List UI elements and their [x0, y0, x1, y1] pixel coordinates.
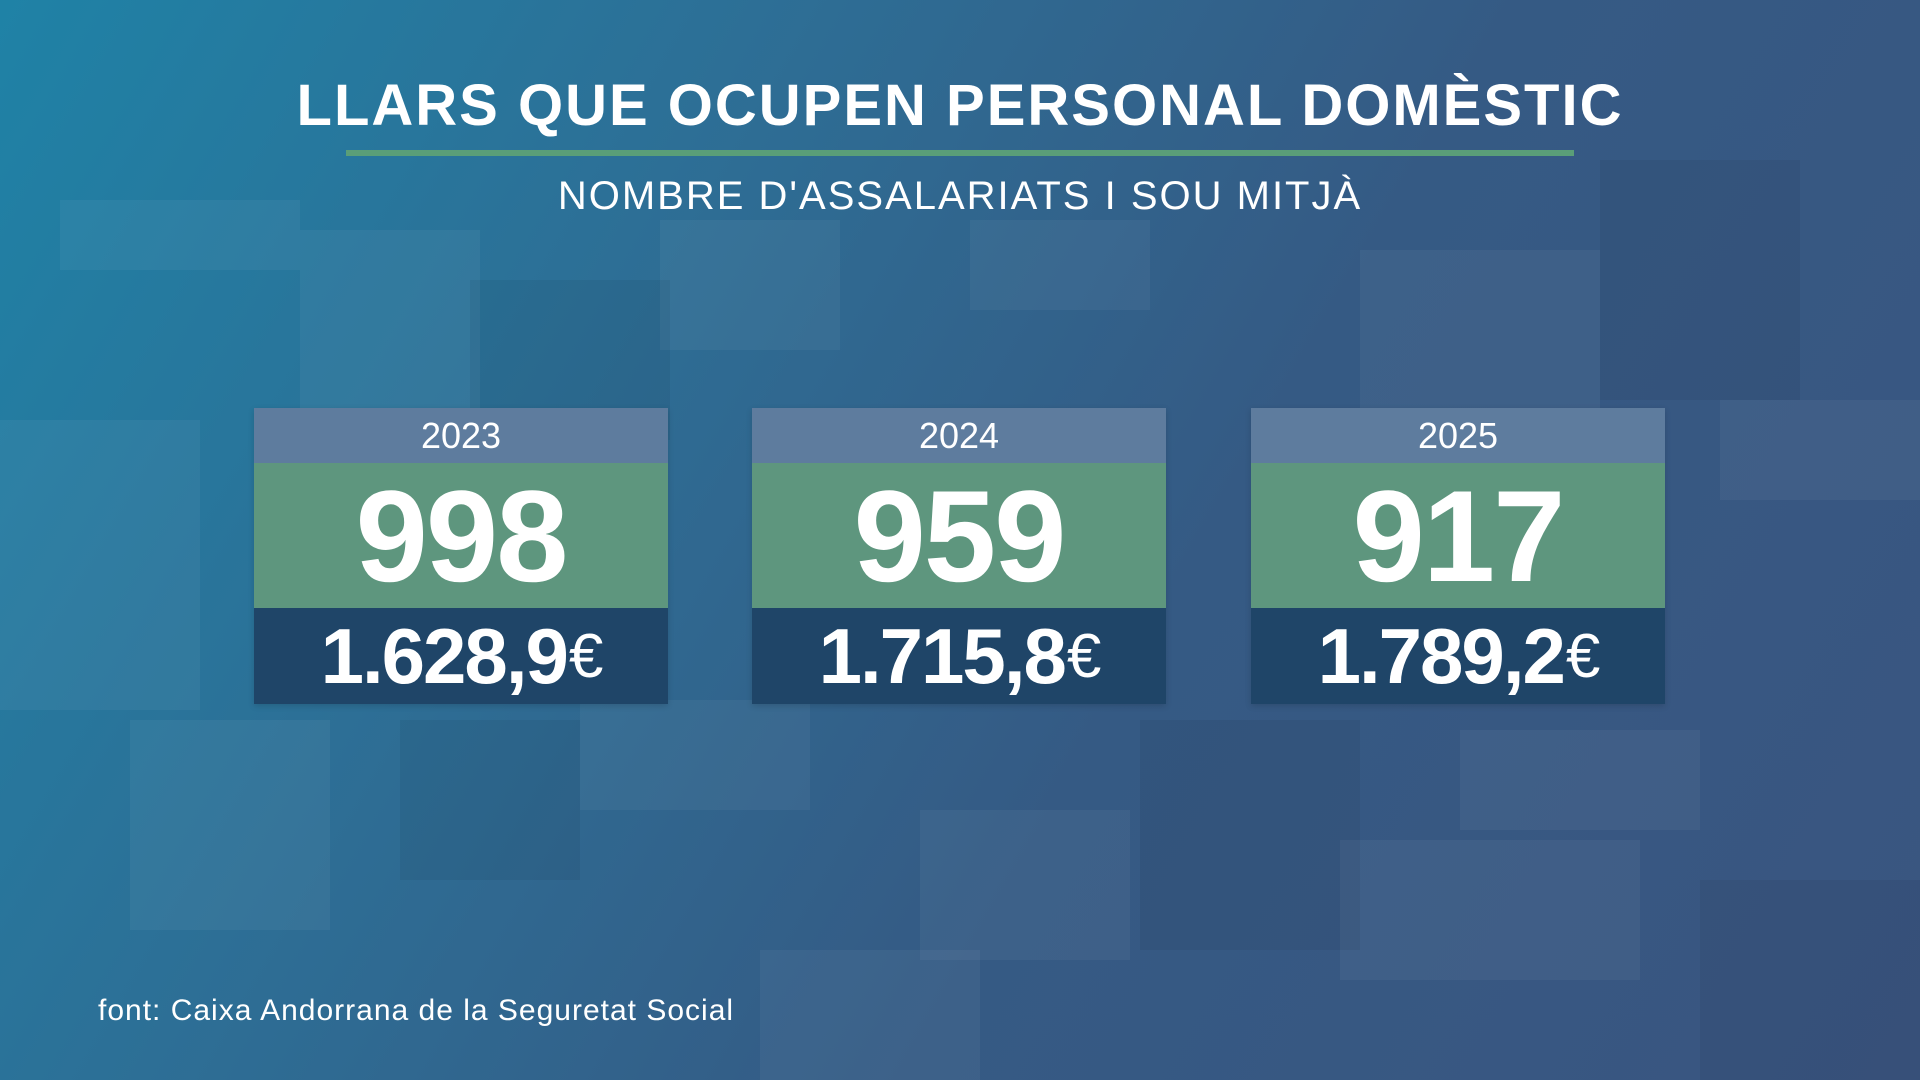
card-salary: 1.628,9 €: [254, 608, 668, 704]
title-underline: [346, 150, 1574, 156]
salary-value: 1.628,9: [320, 611, 569, 700]
card-year: 2025: [1251, 408, 1665, 463]
stat-card-2024: 2024 959 1.715,8 €: [752, 408, 1166, 704]
currency-symbol: €: [568, 621, 604, 691]
stat-card-2025: 2025 917 1.789,2 €: [1251, 408, 1665, 704]
card-salary: 1.715,8 €: [752, 608, 1166, 704]
source-note: font: Caixa Andorrana de la Seguretat So…: [98, 994, 735, 1027]
card-salary: 1.789,2 €: [1251, 608, 1665, 704]
card-count: 917: [1251, 463, 1665, 609]
salary-value: 1.789,2: [1317, 611, 1566, 700]
card-count: 959: [752, 463, 1166, 609]
page-subtitle: NOMBRE D'ASSALARIATS I SOU MITJÀ: [557, 174, 1363, 218]
card-year: 2023: [254, 408, 668, 463]
page-title: LLARS QUE OCUPEN PERSONAL DOMÈSTIC: [296, 73, 1624, 138]
card-count: 998: [254, 463, 668, 609]
salary-value: 1.715,8: [818, 611, 1067, 700]
currency-symbol: €: [1066, 621, 1102, 691]
currency-symbol: €: [1565, 621, 1601, 691]
card-year: 2024: [752, 408, 1166, 463]
stat-card-2023: 2023 998 1.628,9 €: [254, 408, 668, 704]
